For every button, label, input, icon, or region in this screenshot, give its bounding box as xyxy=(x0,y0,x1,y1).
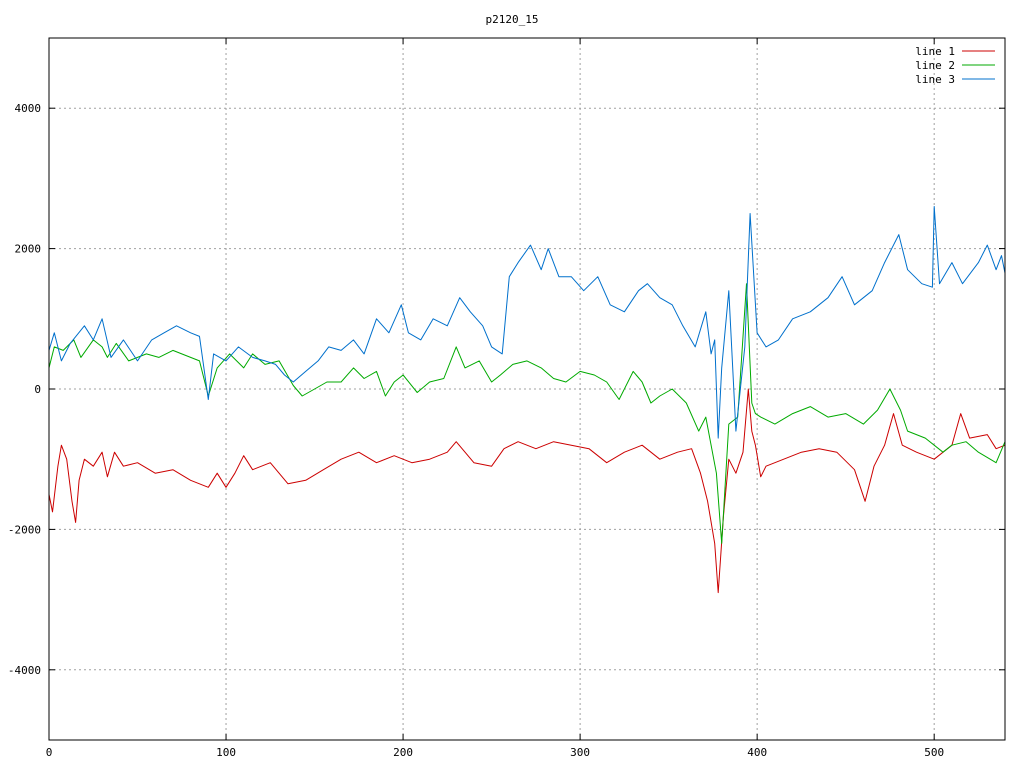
grid xyxy=(49,38,1005,740)
x-tick-label: 500 xyxy=(924,746,944,759)
series-line-1 xyxy=(48,388,1006,594)
y-tick-label: 0 xyxy=(34,383,41,396)
y-tick-label: 4000 xyxy=(15,102,42,115)
legend-label: line 3 xyxy=(915,73,955,86)
plot-frame xyxy=(48,37,1006,741)
y-tick-label: -2000 xyxy=(8,523,41,536)
legend-label: line 1 xyxy=(915,45,955,58)
x-tick-label: 400 xyxy=(747,746,767,759)
legend-label: line 2 xyxy=(915,59,955,72)
axis-ticks: 0 100 200 300 400 500 -4000 -2000 0 2000 4000 xyxy=(8,38,1005,759)
chart-title: p2120_15 xyxy=(486,13,539,26)
x-tick-label: 200 xyxy=(393,746,413,759)
series-line-2 xyxy=(48,283,1006,544)
y-tick-label: 2000 xyxy=(15,243,42,256)
x-tick-label: 100 xyxy=(216,746,236,759)
x-tick-label: 300 xyxy=(570,746,590,759)
series-line-3 xyxy=(48,206,1006,439)
y-tick-label: -4000 xyxy=(8,664,41,677)
series-group xyxy=(48,206,1006,594)
x-tick-label: 0 xyxy=(46,746,53,759)
